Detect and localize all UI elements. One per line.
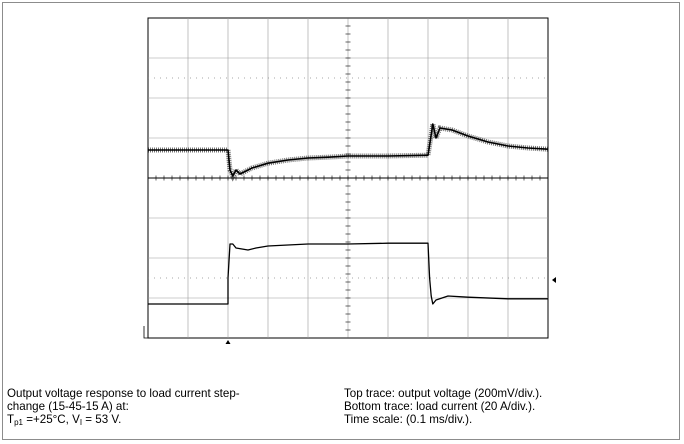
caption-t-subscript: p1 xyxy=(14,418,23,427)
load-current-trace xyxy=(148,242,548,305)
caption-left-line2: change (15-45-15 A) at: xyxy=(7,400,129,413)
output-voltage-trace xyxy=(148,123,549,177)
trigger-level-icon xyxy=(552,277,556,283)
caption-t: T xyxy=(7,413,15,426)
caption-v-subscript: I xyxy=(79,418,83,427)
caption-left-line3: Tp1 =+25°C, VI = 53 V. xyxy=(7,413,240,427)
trigger-position-icon xyxy=(225,340,231,344)
caption-left-line1: Output voltage response to load current … xyxy=(7,387,240,400)
figure-frame xyxy=(2,2,680,440)
markers xyxy=(143,277,556,344)
caption-right-line1: Top trace: output voltage (200mV/div.). xyxy=(344,387,543,400)
tick-marks xyxy=(147,17,549,339)
caption-voltage: = 53 V. xyxy=(82,413,122,426)
caption-right-line3: Time scale: (0.1 ms/div.). xyxy=(344,413,473,426)
caption-left: Output voltage response to load current … xyxy=(7,387,240,427)
traces xyxy=(148,123,549,305)
caption-right-line2: Bottom trace: load current (20 A/div.). xyxy=(344,400,536,413)
ground-marker-icon xyxy=(143,326,148,339)
caption-right: Top trace: output voltage (200mV/div.). … xyxy=(344,387,542,426)
caption-temp-v: =+25°C, V xyxy=(23,413,80,426)
